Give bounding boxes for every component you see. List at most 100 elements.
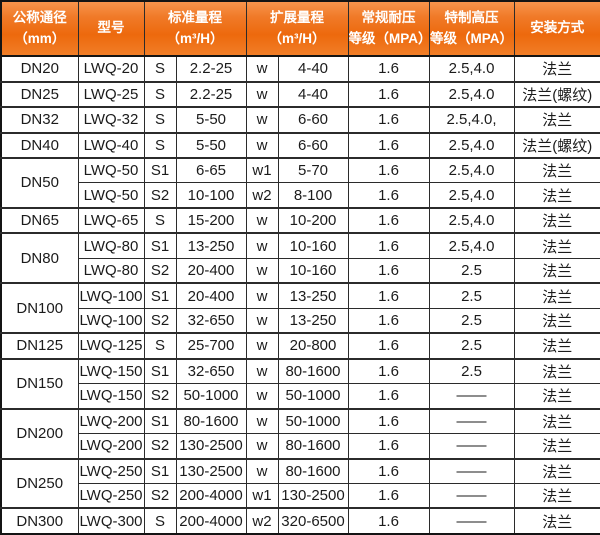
standard-range-code-cell: S [143, 106, 177, 133]
special-pressure-cell: 2.5 [428, 257, 515, 284]
extended-range-cell: 6-60 [277, 131, 349, 159]
extended-range-cell: 10-200 [277, 206, 349, 234]
extended-range-code-cell: w1 [245, 482, 279, 509]
installation-cell: 法兰(螺纹) [513, 131, 600, 159]
standard-range-code-cell: S [143, 80, 177, 108]
extended-range-code-cell: w [245, 257, 279, 284]
table-row: DN50 LWQ-50 S1 6-65 w1 5-70 1.6 2.5,4.0 法兰 [0, 157, 600, 209]
regular-pressure-cell: 1.6 [347, 55, 430, 82]
installation-cell: 法兰 [513, 232, 600, 259]
extended-range-cell: 50-1000 [277, 407, 349, 435]
installation-cell: 法兰 [513, 383, 600, 410]
header-nominal-diameter: 公称通径 （mm） [0, 0, 79, 57]
special-pressure-cell: 2.5,4.0, [428, 106, 515, 133]
table-row: DN150 LWQ-150 S1 32-650 w 80-1600 1.6 2.5 法兰 [0, 357, 600, 410]
standard-range-code-cell: S1 [143, 407, 177, 435]
special-pressure-cell: —— [428, 383, 515, 410]
extended-range-code-cell: w [245, 232, 279, 259]
header-extended-range: 扩展量程 （m³/H） [245, 0, 349, 57]
extended-range-code-cell: w [245, 433, 279, 460]
standard-range-cell: 200-4000 [175, 482, 247, 509]
extended-range-cell: 80-1600 [277, 357, 349, 385]
header-special-pressure: 特制高压 等级（MPA） [428, 0, 515, 57]
model-cell: LWQ-250 [77, 457, 145, 484]
extended-range-cell: 320-6500 [277, 507, 349, 535]
table-row: DN80 LWQ-80 S1 13-250 w 10-160 1.6 2.5,4.0 法兰 [0, 232, 600, 284]
regular-pressure-cell: 1.6 [347, 332, 430, 360]
standard-range-code-cell: S2 [143, 433, 177, 460]
installation-cell: 法兰 [513, 206, 600, 234]
special-pressure-cell: 2.5,4.0 [428, 131, 515, 159]
table-row: DN250 LWQ-250 S1 130-2500 w 80-1600 1.6 —— 法兰 [0, 457, 600, 509]
extended-range-code-cell: w [245, 357, 279, 385]
header-standard-range: 标准量程 （m³/H） [143, 0, 247, 57]
extended-range-cell: 10-160 [277, 257, 349, 284]
model-cell: LWQ-25 [77, 80, 145, 108]
installation-cell: 法兰 [513, 307, 600, 334]
table-body: DN20 LWQ-20 S 2.2-25 w 4-40 1.6 2.5,4.0 法兰 DN25 LW… [0, 55, 600, 535]
nominal-diameter-cell: DN32 [0, 106, 79, 133]
regular-pressure-cell: 1.6 [347, 357, 430, 385]
standard-range-code-cell: S1 [143, 232, 177, 259]
model-cell: LWQ-200 [77, 407, 145, 435]
extended-range-cell: 5-70 [277, 157, 349, 184]
standard-range-cell: 2.2-25 [175, 55, 247, 82]
extended-range-code-cell: w [245, 131, 279, 159]
table-row: DN20 LWQ-20 S 2.2-25 w 4-40 1.6 2.5,4.0 法兰 [0, 55, 600, 82]
extended-range-cell: 13-250 [277, 282, 349, 309]
table-row: LWQ-100 S2 32-650 w 13-250 1.6 2.5 法兰 [1, 307, 600, 334]
installation-cell: 法兰 [513, 157, 600, 184]
table-row: LWQ-250 S2 200-4000 w1 130-2500 1.6 —— 法兰 [1, 482, 600, 509]
special-pressure-cell: —— [428, 507, 515, 535]
regular-pressure-cell: 1.6 [347, 507, 430, 535]
model-cell: LWQ-80 [77, 232, 145, 259]
table-row: DN65 LWQ-65 S 15-200 w 10-200 1.6 2.5,4.0 法兰 [0, 206, 600, 234]
installation-cell: 法兰 [513, 457, 600, 484]
model-cell: LWQ-300 [77, 507, 145, 535]
regular-pressure-cell: 1.6 [347, 307, 430, 334]
nominal-diameter-cell: DN25 [0, 80, 79, 108]
regular-pressure-cell: 1.6 [347, 80, 430, 108]
nominal-diameter-cell: DN20 [0, 55, 79, 82]
table-row: LWQ-80 S2 20-400 w 10-160 1.6 2.5 法兰 [1, 257, 600, 284]
extended-range-code-cell: w [245, 80, 279, 108]
standard-range-cell: 200-4000 [175, 507, 247, 535]
extended-range-cell: 4-40 [277, 55, 349, 82]
regular-pressure-cell: 1.6 [347, 433, 430, 460]
regular-pressure-cell: 1.6 [347, 206, 430, 234]
special-pressure-cell: —— [428, 457, 515, 484]
installation-cell: 法兰 [513, 282, 600, 309]
extended-range-cell: 4-40 [277, 80, 349, 108]
standard-range-cell: 130-2500 [175, 433, 247, 460]
table-header: 公称通径 （mm） 型号 标准量程 （m³/H） 扩展量程 （m³/H） 常规耐… [0, 0, 600, 57]
special-pressure-cell: 2.5 [428, 307, 515, 334]
installation-cell: 法兰 [513, 482, 600, 509]
standard-range-cell: 32-650 [175, 357, 247, 385]
model-cell: LWQ-100 [77, 307, 145, 334]
header-row: 公称通径 （mm） 型号 标准量程 （m³/H） 扩展量程 （m³/H） 常规耐… [0, 0, 600, 57]
regular-pressure-cell: 1.6 [347, 157, 430, 184]
table-row: LWQ-150 S2 50-1000 w 50-1000 1.6 —— 法兰 [1, 383, 600, 410]
model-cell: LWQ-20 [77, 55, 145, 82]
standard-range-cell: 32-650 [175, 307, 247, 334]
special-pressure-cell: 2.5,4.0 [428, 182, 515, 209]
standard-range-code-cell: S [143, 206, 177, 234]
regular-pressure-cell: 1.6 [347, 383, 430, 410]
model-cell: LWQ-50 [77, 182, 145, 209]
model-cell: LWQ-250 [77, 482, 145, 509]
regular-pressure-cell: 1.6 [347, 482, 430, 509]
table-row: LWQ-50 S2 10-100 w2 8-100 1.6 2.5,4.0 法兰 [1, 182, 600, 209]
standard-range-cell: 80-1600 [175, 407, 247, 435]
standard-range-code-cell: S2 [143, 383, 177, 410]
extended-range-cell: 10-160 [277, 232, 349, 259]
extended-range-cell: 80-1600 [277, 433, 349, 460]
special-pressure-cell: 2.5 [428, 332, 515, 360]
installation-cell: 法兰 [513, 407, 600, 435]
table-row: DN125 LWQ-125 S 25-700 w 20-800 1.6 2.5 法兰 [0, 332, 600, 360]
standard-range-code-cell: S2 [143, 307, 177, 334]
standard-range-cell: 2.2-25 [175, 80, 247, 108]
table-row: DN100 LWQ-100 S1 20-400 w 13-250 1.6 2.5 法兰 [0, 282, 600, 334]
extended-range-code-cell: w [245, 106, 279, 133]
nominal-diameter-cell: DN150 [0, 357, 79, 410]
